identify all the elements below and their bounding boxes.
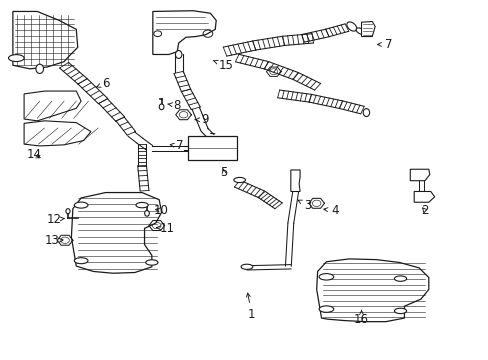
Polygon shape (361, 22, 374, 37)
Text: 8: 8 (167, 99, 181, 112)
Polygon shape (316, 259, 428, 321)
Polygon shape (24, 91, 81, 121)
Ellipse shape (66, 209, 70, 214)
Text: 6: 6 (96, 77, 109, 90)
Ellipse shape (241, 264, 252, 269)
Ellipse shape (319, 274, 333, 280)
Ellipse shape (145, 260, 158, 265)
Ellipse shape (346, 22, 356, 31)
Ellipse shape (144, 211, 149, 216)
Ellipse shape (355, 28, 364, 35)
Polygon shape (290, 170, 300, 192)
Text: 9: 9 (195, 113, 208, 126)
Text: 7: 7 (377, 38, 391, 51)
Text: 16: 16 (353, 310, 368, 327)
Text: 7: 7 (170, 139, 183, 152)
Ellipse shape (363, 109, 369, 117)
Ellipse shape (136, 202, 148, 208)
Polygon shape (13, 12, 78, 69)
Ellipse shape (233, 177, 245, 183)
Text: 13: 13 (44, 234, 63, 247)
Polygon shape (413, 192, 434, 202)
Text: 14: 14 (26, 148, 41, 161)
Text: 4: 4 (323, 204, 338, 217)
Ellipse shape (394, 276, 406, 281)
Polygon shape (409, 169, 429, 181)
Text: 1: 1 (246, 293, 255, 321)
Ellipse shape (394, 308, 406, 314)
Text: 2: 2 (420, 204, 428, 217)
Ellipse shape (36, 64, 43, 73)
Text: 3: 3 (298, 199, 311, 212)
Ellipse shape (8, 55, 24, 62)
Polygon shape (24, 121, 91, 146)
Ellipse shape (74, 202, 88, 208)
Polygon shape (71, 193, 161, 273)
Ellipse shape (159, 104, 163, 110)
Ellipse shape (319, 306, 333, 312)
Text: 12: 12 (47, 213, 64, 226)
Polygon shape (153, 11, 216, 54)
Text: 11: 11 (156, 222, 175, 235)
Ellipse shape (175, 50, 182, 58)
Bar (188, 136, 237, 160)
Ellipse shape (74, 258, 88, 264)
Text: 10: 10 (154, 204, 169, 217)
Text: 15: 15 (213, 59, 233, 72)
Text: 5: 5 (220, 166, 227, 179)
